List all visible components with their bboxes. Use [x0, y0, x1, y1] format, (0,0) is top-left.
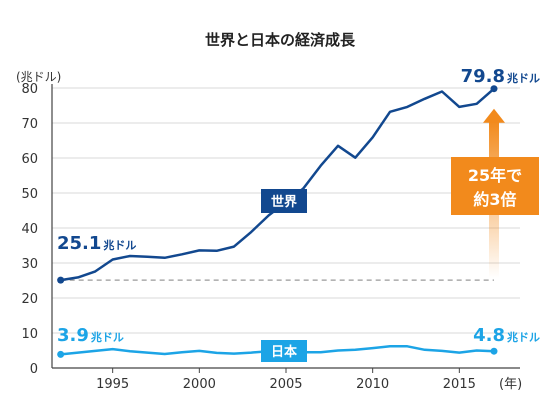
- world-label-text: 世界: [271, 194, 297, 210]
- value-number: 4.8: [473, 325, 505, 346]
- callout-line1: 25年で: [468, 166, 522, 185]
- x-tick-label: 2000: [183, 377, 216, 392]
- world-label-box: [261, 189, 307, 213]
- x-tick-labels: 1995 2000 2005 2010 2015: [96, 377, 476, 392]
- value-number: 79.8: [461, 66, 505, 87]
- value-unit: 兆ドル: [507, 71, 540, 85]
- chart-title: 世界と日本の経済成長: [205, 31, 356, 49]
- japan-label-text: 日本: [271, 344, 297, 360]
- y-tick-label: 10: [21, 327, 38, 342]
- growth-arrow-head: [483, 108, 505, 123]
- callout-line2: 約3倍: [473, 190, 516, 209]
- y-tick-label: 40: [21, 222, 38, 237]
- japan-label-box: [261, 340, 307, 362]
- x-tick-label: 2010: [356, 377, 389, 392]
- endpoint-marker-japan: [57, 350, 65, 358]
- y-tick-labels: 0 10 20 30 40 50 60 70 80: [21, 82, 38, 377]
- value-unit: 兆ドル: [91, 330, 124, 344]
- axes: [51, 84, 520, 373]
- x-axis-unit-label: (年): [499, 377, 522, 392]
- value-label-world_start: 25.1 兆ドル: [57, 233, 136, 254]
- value-number: 3.9: [57, 325, 89, 346]
- japan-series-label: 日本: [261, 340, 307, 362]
- value-unit: 兆ドル: [103, 238, 136, 252]
- x-tick-label: 2005: [269, 377, 302, 392]
- x-tick-label: 2015: [443, 377, 476, 392]
- endpoint-markers: [57, 85, 498, 358]
- y-tick-label: 70: [21, 117, 38, 132]
- x-tick-label: 1995: [96, 377, 129, 392]
- y-tick-label: 20: [21, 292, 38, 307]
- value-label-world_end: 79.8 兆ドル: [461, 66, 540, 87]
- value-unit: 兆ドル: [507, 330, 540, 344]
- y-tick-label: 0: [30, 362, 38, 377]
- y-tick-label: 60: [21, 152, 38, 167]
- y-tick-label: 50: [21, 187, 38, 202]
- world-series-label: 世界: [261, 189, 307, 213]
- y-axis-unit-label: (兆ドル): [16, 70, 61, 84]
- value-label-japan_end: 4.8 兆ドル: [473, 325, 540, 346]
- value-label-japan_start: 3.9 兆ドル: [57, 325, 124, 346]
- y-tick-label: 30: [21, 257, 38, 272]
- growth-callout-box: [451, 157, 539, 215]
- y-tick-label: 80: [21, 82, 38, 97]
- endpoint-marker-world: [490, 85, 498, 93]
- value-number: 25.1: [57, 233, 101, 254]
- endpoint-marker-japan: [490, 347, 498, 355]
- series-lines: [59, 87, 496, 356]
- endpoint-marker-world: [57, 276, 65, 284]
